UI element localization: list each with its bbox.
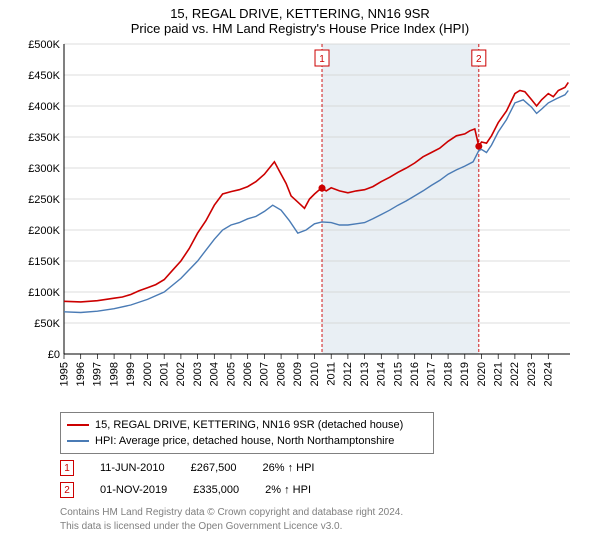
tx-date: 11-JUN-2010 (100, 462, 165, 474)
attribution: Contains HM Land Registry data © Crown c… (60, 506, 600, 533)
page-subtitle: Price paid vs. HM Land Registry's House … (0, 21, 600, 38)
svg-text:2018: 2018 (442, 362, 454, 386)
svg-text:2022: 2022 (509, 362, 521, 386)
tx-marker-icon: 2 (60, 482, 74, 498)
svg-text:2007: 2007 (259, 362, 271, 386)
svg-text:£0: £0 (48, 349, 60, 361)
svg-text:2024: 2024 (543, 362, 555, 386)
svg-text:2002: 2002 (175, 362, 187, 386)
legend-label: 15, REGAL DRIVE, KETTERING, NN16 9SR (de… (95, 419, 403, 431)
svg-text:£150K: £150K (28, 256, 60, 268)
svg-text:2009: 2009 (292, 362, 304, 386)
tx-pct: 2% ↑ HPI (265, 484, 311, 496)
svg-text:2019: 2019 (459, 362, 471, 386)
svg-text:2012: 2012 (342, 362, 354, 386)
svg-text:2020: 2020 (476, 362, 488, 386)
legend-swatch (67, 440, 89, 442)
page-title: 15, REGAL DRIVE, KETTERING, NN16 9SR (0, 0, 600, 21)
tx-price: £335,000 (193, 484, 239, 496)
svg-text:2015: 2015 (392, 362, 404, 386)
svg-text:2005: 2005 (225, 362, 237, 386)
svg-text:1997: 1997 (92, 362, 104, 386)
transaction-row: 2 01-NOV-2019 £335,000 2% ↑ HPI (60, 482, 600, 498)
svg-text:2016: 2016 (409, 362, 421, 386)
legend-item: 15, REGAL DRIVE, KETTERING, NN16 9SR (de… (67, 417, 427, 433)
price-chart: £0 £50K £100K £150K £200K £250K £300K £350K £400… (20, 38, 580, 408)
svg-text:1996: 1996 (75, 362, 87, 386)
svg-text:£50K: £50K (34, 318, 60, 330)
svg-text:£350K: £350K (28, 132, 60, 144)
legend-swatch (67, 424, 89, 426)
svg-text:£250K: £250K (28, 194, 60, 206)
tx-price: £267,500 (191, 462, 237, 474)
svg-text:2: 2 (476, 54, 482, 65)
svg-text:2010: 2010 (309, 362, 321, 386)
tx-pct: 26% ↑ HPI (263, 462, 315, 474)
svg-text:2013: 2013 (359, 362, 371, 386)
svg-text:1: 1 (319, 54, 325, 65)
svg-text:2008: 2008 (275, 362, 287, 386)
tx-date: 01-NOV-2019 (100, 484, 167, 496)
tx-marker-icon: 1 (60, 460, 74, 476)
svg-text:2017: 2017 (426, 362, 438, 386)
svg-text:2021: 2021 (492, 362, 504, 386)
legend-label: HPI: Average price, detached house, Nort… (95, 435, 394, 447)
svg-text:2014: 2014 (376, 362, 388, 386)
transaction-row: 1 11-JUN-2010 £267,500 26% ↑ HPI (60, 460, 600, 476)
svg-text:2003: 2003 (192, 362, 204, 386)
svg-text:2006: 2006 (242, 362, 254, 386)
svg-text:2023: 2023 (526, 362, 538, 386)
svg-text:1995: 1995 (58, 362, 70, 386)
svg-text:2000: 2000 (142, 362, 154, 386)
svg-text:£400K: £400K (28, 101, 60, 113)
svg-text:£300K: £300K (28, 163, 60, 175)
svg-text:2011: 2011 (325, 362, 337, 386)
legend-item: HPI: Average price, detached house, Nort… (67, 433, 427, 449)
svg-text:2004: 2004 (209, 362, 221, 386)
svg-text:£100K: £100K (28, 287, 60, 299)
svg-text:£500K: £500K (28, 39, 60, 51)
svg-text:£450K: £450K (28, 70, 60, 82)
svg-text:2001: 2001 (158, 362, 170, 386)
legend: 15, REGAL DRIVE, KETTERING, NN16 9SR (de… (60, 412, 434, 454)
svg-text:£200K: £200K (28, 225, 60, 237)
svg-text:1999: 1999 (125, 362, 137, 386)
svg-text:1998: 1998 (108, 362, 120, 386)
